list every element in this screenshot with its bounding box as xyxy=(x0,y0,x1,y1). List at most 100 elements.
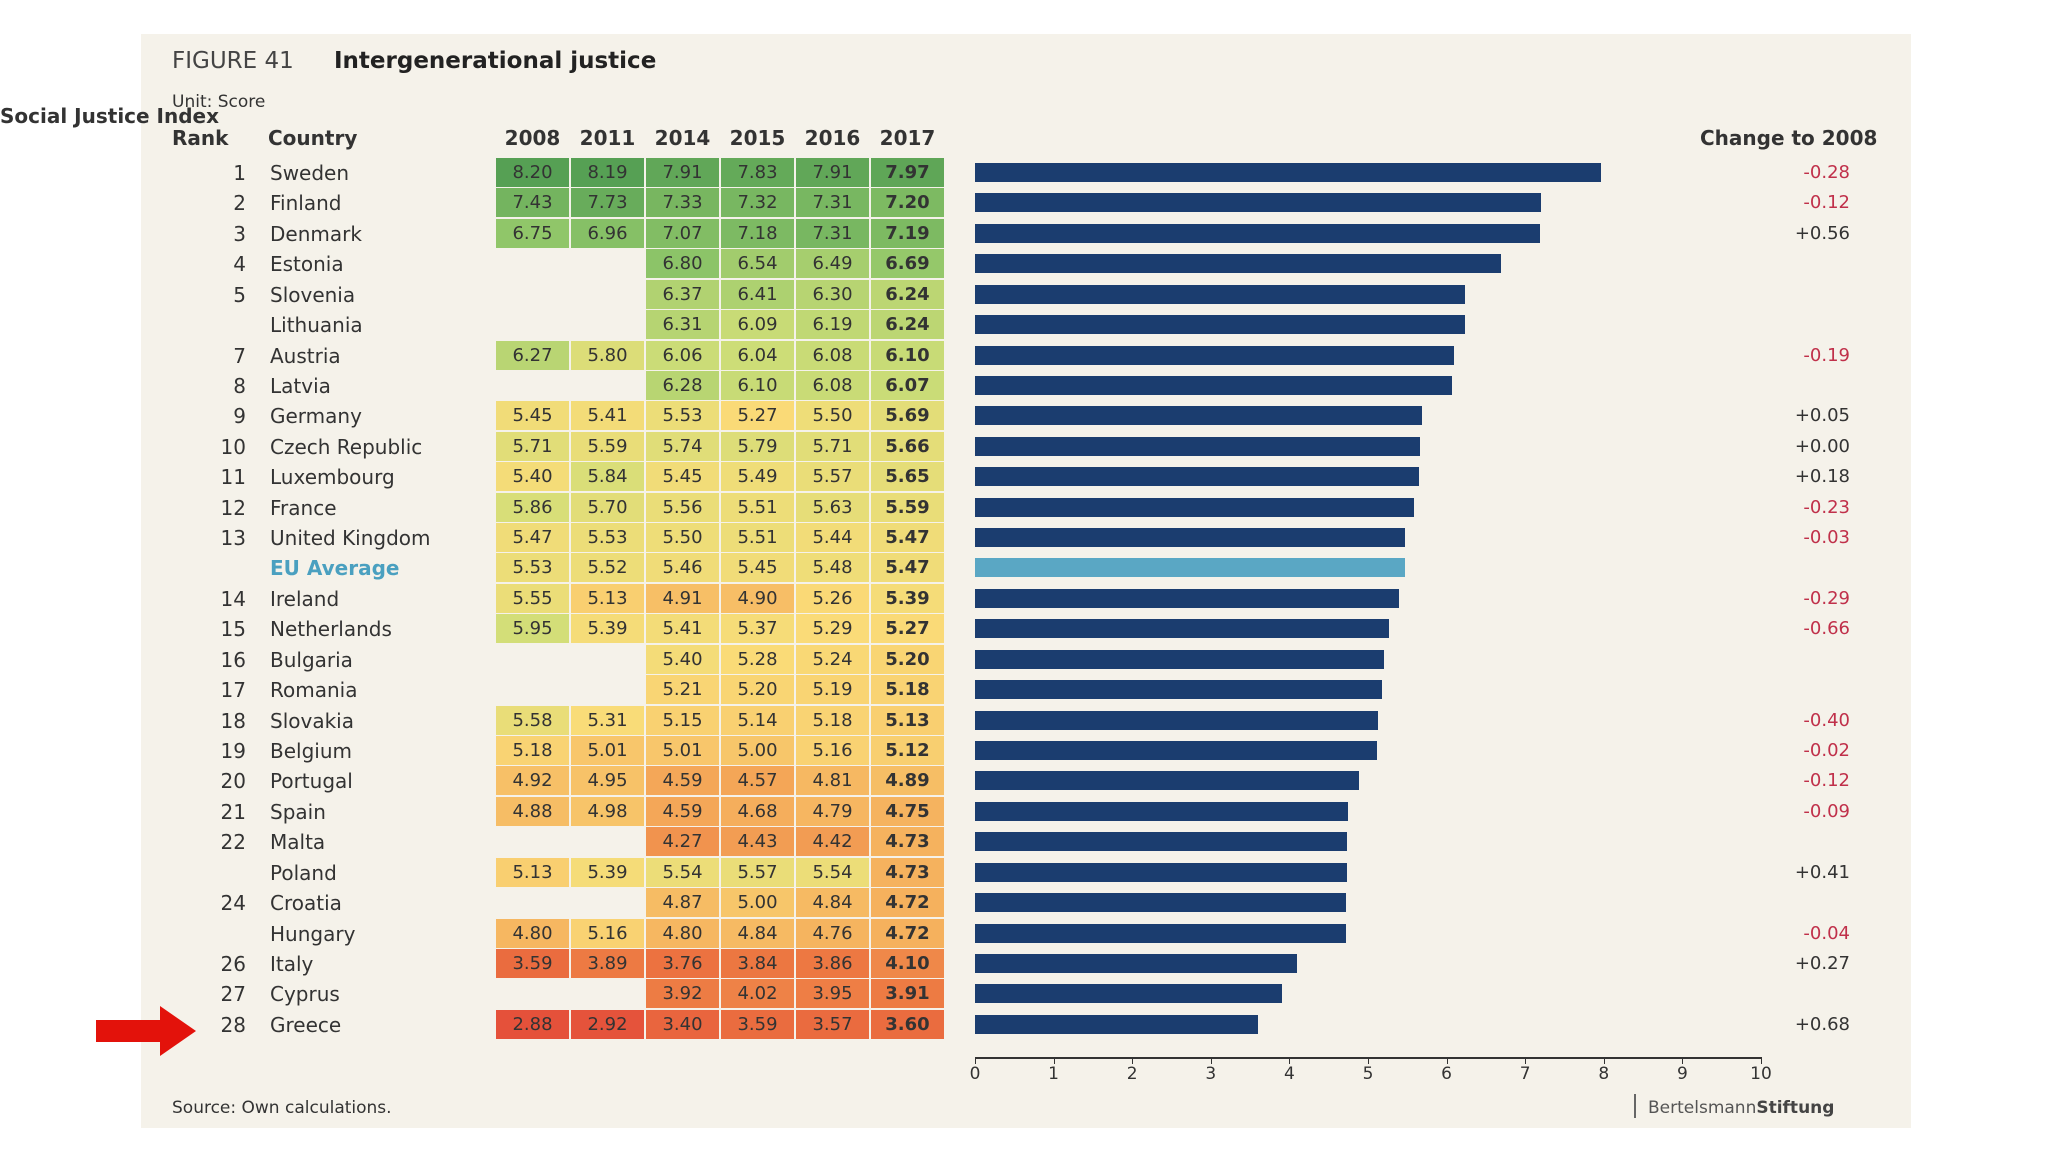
table-row: 27 Cyprus 3.92 4.02 3.95 3.91 xyxy=(0,979,2048,1009)
change-cell: -0.12 xyxy=(1803,192,1850,214)
score-cell-2014: 4.27 xyxy=(646,827,719,857)
score-cell-2017: 4.73 xyxy=(871,857,944,887)
score-cell-2016: 6.19 xyxy=(796,310,869,340)
rank-cell: 3 xyxy=(233,221,246,246)
score-cell-2016: 3.57 xyxy=(796,1009,869,1039)
score-cell-2011: 6.96 xyxy=(571,218,644,248)
score-cell-2008: 7.43 xyxy=(496,188,569,218)
x-tick xyxy=(1761,1057,1762,1064)
score-cell-2014: 5.74 xyxy=(646,431,719,461)
score-cell-2014: 5.21 xyxy=(646,675,719,705)
score-cell-2015: 7.83 xyxy=(721,158,794,187)
country-cell: Estonia xyxy=(270,252,344,277)
score-cell-2015: 4.43 xyxy=(721,827,794,857)
score-cell-2016: 4.42 xyxy=(796,827,869,857)
score-cell-2008: 5.13 xyxy=(496,857,569,887)
table-row: 7 Austria 6.27 5.80 6.06 6.04 6.08 6.10 -0.19 xyxy=(0,340,2048,371)
rank-cell: 20 xyxy=(220,769,246,794)
score-cell-2017: 3.60 xyxy=(871,1009,944,1039)
score-cell-2011: 7.73 xyxy=(571,188,644,218)
score-cell-2016: 7.31 xyxy=(796,188,869,218)
score-cell-2014: 5.56 xyxy=(646,492,719,522)
score-bar xyxy=(975,893,1346,913)
score-cell-2011: 5.31 xyxy=(571,705,644,735)
score-cell-2017: 5.20 xyxy=(871,644,944,674)
score-bar xyxy=(975,984,1283,1004)
score-cell-2011: 5.70 xyxy=(571,492,644,522)
table-row: 14 Ireland 5.55 5.13 4.91 4.90 5.26 5.39 -0.29 xyxy=(0,583,2048,614)
table-row: 9 Germany 5.45 5.41 5.53 5.27 5.50 5.69 +0.05 xyxy=(0,401,2048,431)
brand-logo: BertelsmannStiftung xyxy=(1648,1098,1834,1118)
table-row: 5 Slovenia 6.37 6.41 6.30 6.24 xyxy=(0,279,2048,310)
score-cell-2014: 3.92 xyxy=(646,979,719,1009)
rank-cell: 14 xyxy=(220,586,246,611)
score-cell-2015: 5.00 xyxy=(721,735,794,765)
table-row: 16 Bulgaria 5.40 5.28 5.24 5.20 xyxy=(0,644,2048,675)
change-cell: -0.03 xyxy=(1803,527,1850,549)
rank-cell: 2 xyxy=(233,191,246,216)
country-cell: Hungary xyxy=(270,921,356,946)
score-cell-2016: 4.76 xyxy=(796,918,869,948)
score-cell-2015: 7.18 xyxy=(721,218,794,248)
x-tick-label: 1 xyxy=(1048,1064,1059,1084)
change-cell: -0.66 xyxy=(1803,618,1850,640)
score-cell-2015: 5.79 xyxy=(721,431,794,461)
score-cell-2014: 6.06 xyxy=(646,340,719,370)
x-tick xyxy=(1368,1057,1369,1064)
score-cell-2015: 6.54 xyxy=(721,249,794,279)
x-tick-label: 7 xyxy=(1519,1064,1531,1084)
rank-cell: 18 xyxy=(220,708,246,733)
score-cell-2016: 5.54 xyxy=(796,857,869,887)
rank-cell: 8 xyxy=(233,373,246,398)
score-cell-2014: 4.59 xyxy=(646,796,719,826)
index-header: Social Justice Index xyxy=(0,104,220,128)
score-cell-2016: 4.81 xyxy=(796,766,869,796)
score-cell-2014: 6.28 xyxy=(646,370,719,400)
country-cell: Finland xyxy=(270,191,342,216)
score-cell-2008: 5.47 xyxy=(496,523,569,553)
score-cell-2016: 5.19 xyxy=(796,675,869,705)
year-header-2011: 2011 xyxy=(579,126,636,150)
change-cell: +0.68 xyxy=(1794,1013,1850,1035)
score-cell-2014: 6.80 xyxy=(646,249,719,279)
score-cell-2015: 5.45 xyxy=(721,553,794,583)
score-cell-2016: 6.08 xyxy=(796,370,869,400)
change-cell: -0.29 xyxy=(1803,587,1850,609)
score-cell-2014: 5.54 xyxy=(646,857,719,887)
score-cell-2008: 5.40 xyxy=(496,462,569,492)
table-row: 11 Luxembourg 5.40 5.84 5.45 5.49 5.57 5.65 +0.1… xyxy=(0,462,2048,492)
score-cell-2016: 5.71 xyxy=(796,431,869,461)
score-cell-2016: 5.48 xyxy=(796,553,869,583)
score-cell-2008: 4.88 xyxy=(496,796,569,826)
x-tick xyxy=(1446,1057,1448,1064)
score-cell-2015: 5.51 xyxy=(721,523,794,553)
score-cell-2015: 3.84 xyxy=(721,948,794,978)
score-cell-2015: 5.27 xyxy=(721,401,794,431)
score-cell-2014: 3.40 xyxy=(646,1009,719,1039)
score-cell-2017: 5.59 xyxy=(871,492,944,522)
country-cell: Czech Republic xyxy=(270,434,423,459)
score-bar xyxy=(975,801,1349,821)
score-cell-2011: 5.41 xyxy=(571,401,644,431)
x-tick xyxy=(1053,1057,1055,1064)
score-cell-2015: 5.51 xyxy=(721,492,794,522)
score-cell-2014: 3.76 xyxy=(646,948,719,978)
eu-average-bar xyxy=(975,558,1405,578)
country-cell: Bulgaria xyxy=(270,647,353,672)
x-tick-label: 6 xyxy=(1441,1064,1452,1084)
rank-cell: 7 xyxy=(233,343,246,368)
year-header-2015: 2015 xyxy=(729,126,786,150)
score-cell-2017: 6.10 xyxy=(871,340,944,370)
score-cell-2017: 5.39 xyxy=(871,583,944,613)
score-bar xyxy=(975,619,1390,639)
score-bar xyxy=(975,771,1360,791)
country-cell: Sweden xyxy=(270,161,350,185)
score-cell-2014: 5.01 xyxy=(646,735,719,765)
score-cell-2017: 5.66 xyxy=(871,431,944,461)
table-row: Hungary 4.80 5.16 4.80 4.84 4.76 4.72 -0.04 xyxy=(0,918,2048,949)
score-cell-2017: 4.10 xyxy=(871,948,944,978)
table-row: Poland 5.13 5.39 5.54 5.57 5.54 4.73 +0.41 xyxy=(0,857,2048,888)
score-cell-2011: 5.80 xyxy=(571,340,644,370)
country-cell: Ireland xyxy=(270,586,340,611)
rank-column-header: Rank xyxy=(172,126,229,150)
